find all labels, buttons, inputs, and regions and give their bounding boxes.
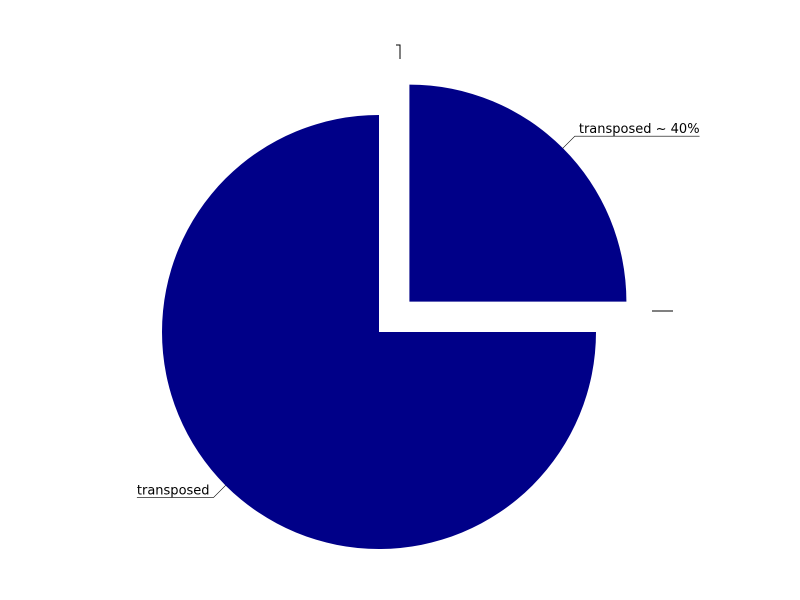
pie-slices [162, 84, 627, 549]
pie-slice-label-1: transposed [137, 483, 210, 498]
pie-labels: transposed ~ 40% transposed [137, 122, 700, 498]
pie-slice-1 [162, 115, 596, 549]
top-tick-mark [396, 44, 401, 59]
pie-leader-line-0 [562, 135, 700, 149]
pie-leader-line-1 [136, 485, 226, 498]
pie-slice-label-0: transposed ~ 40% [579, 122, 700, 137]
pie-slice-0 [409, 84, 627, 302]
